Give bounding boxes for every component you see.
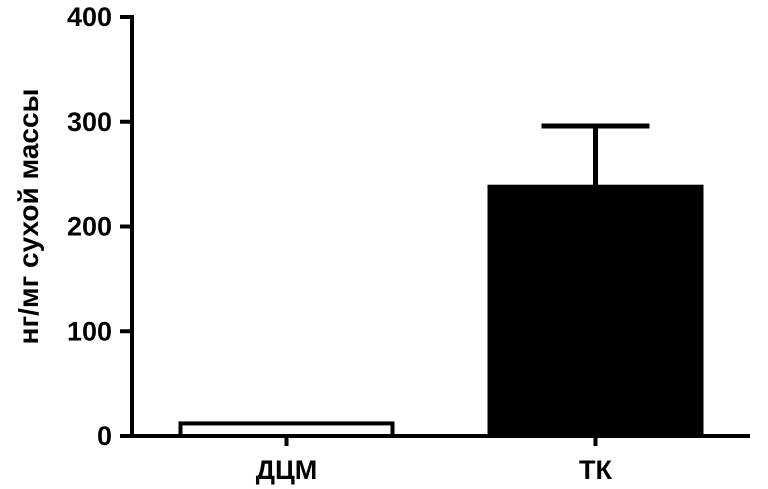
x-tick-label: ДЦМ bbox=[256, 455, 317, 485]
y-tick-label: 300 bbox=[67, 107, 112, 137]
y-tick-label: 100 bbox=[67, 316, 112, 346]
bars bbox=[178, 184, 704, 438]
x-axis-tick-labels: ДЦМ ТК bbox=[256, 436, 613, 485]
y-tick-label: 400 bbox=[67, 2, 112, 32]
y-axis-title: нг/мг сухой массы bbox=[13, 89, 44, 345]
bar-2 bbox=[487, 184, 704, 438]
y-tick-label: 0 bbox=[97, 421, 112, 451]
y-axis-ticks: 0 100 200 300 400 bbox=[67, 2, 132, 451]
error-bars bbox=[541, 123, 650, 187]
x-tick-label: ТК bbox=[579, 455, 612, 485]
y-tick-label: 200 bbox=[67, 212, 112, 242]
